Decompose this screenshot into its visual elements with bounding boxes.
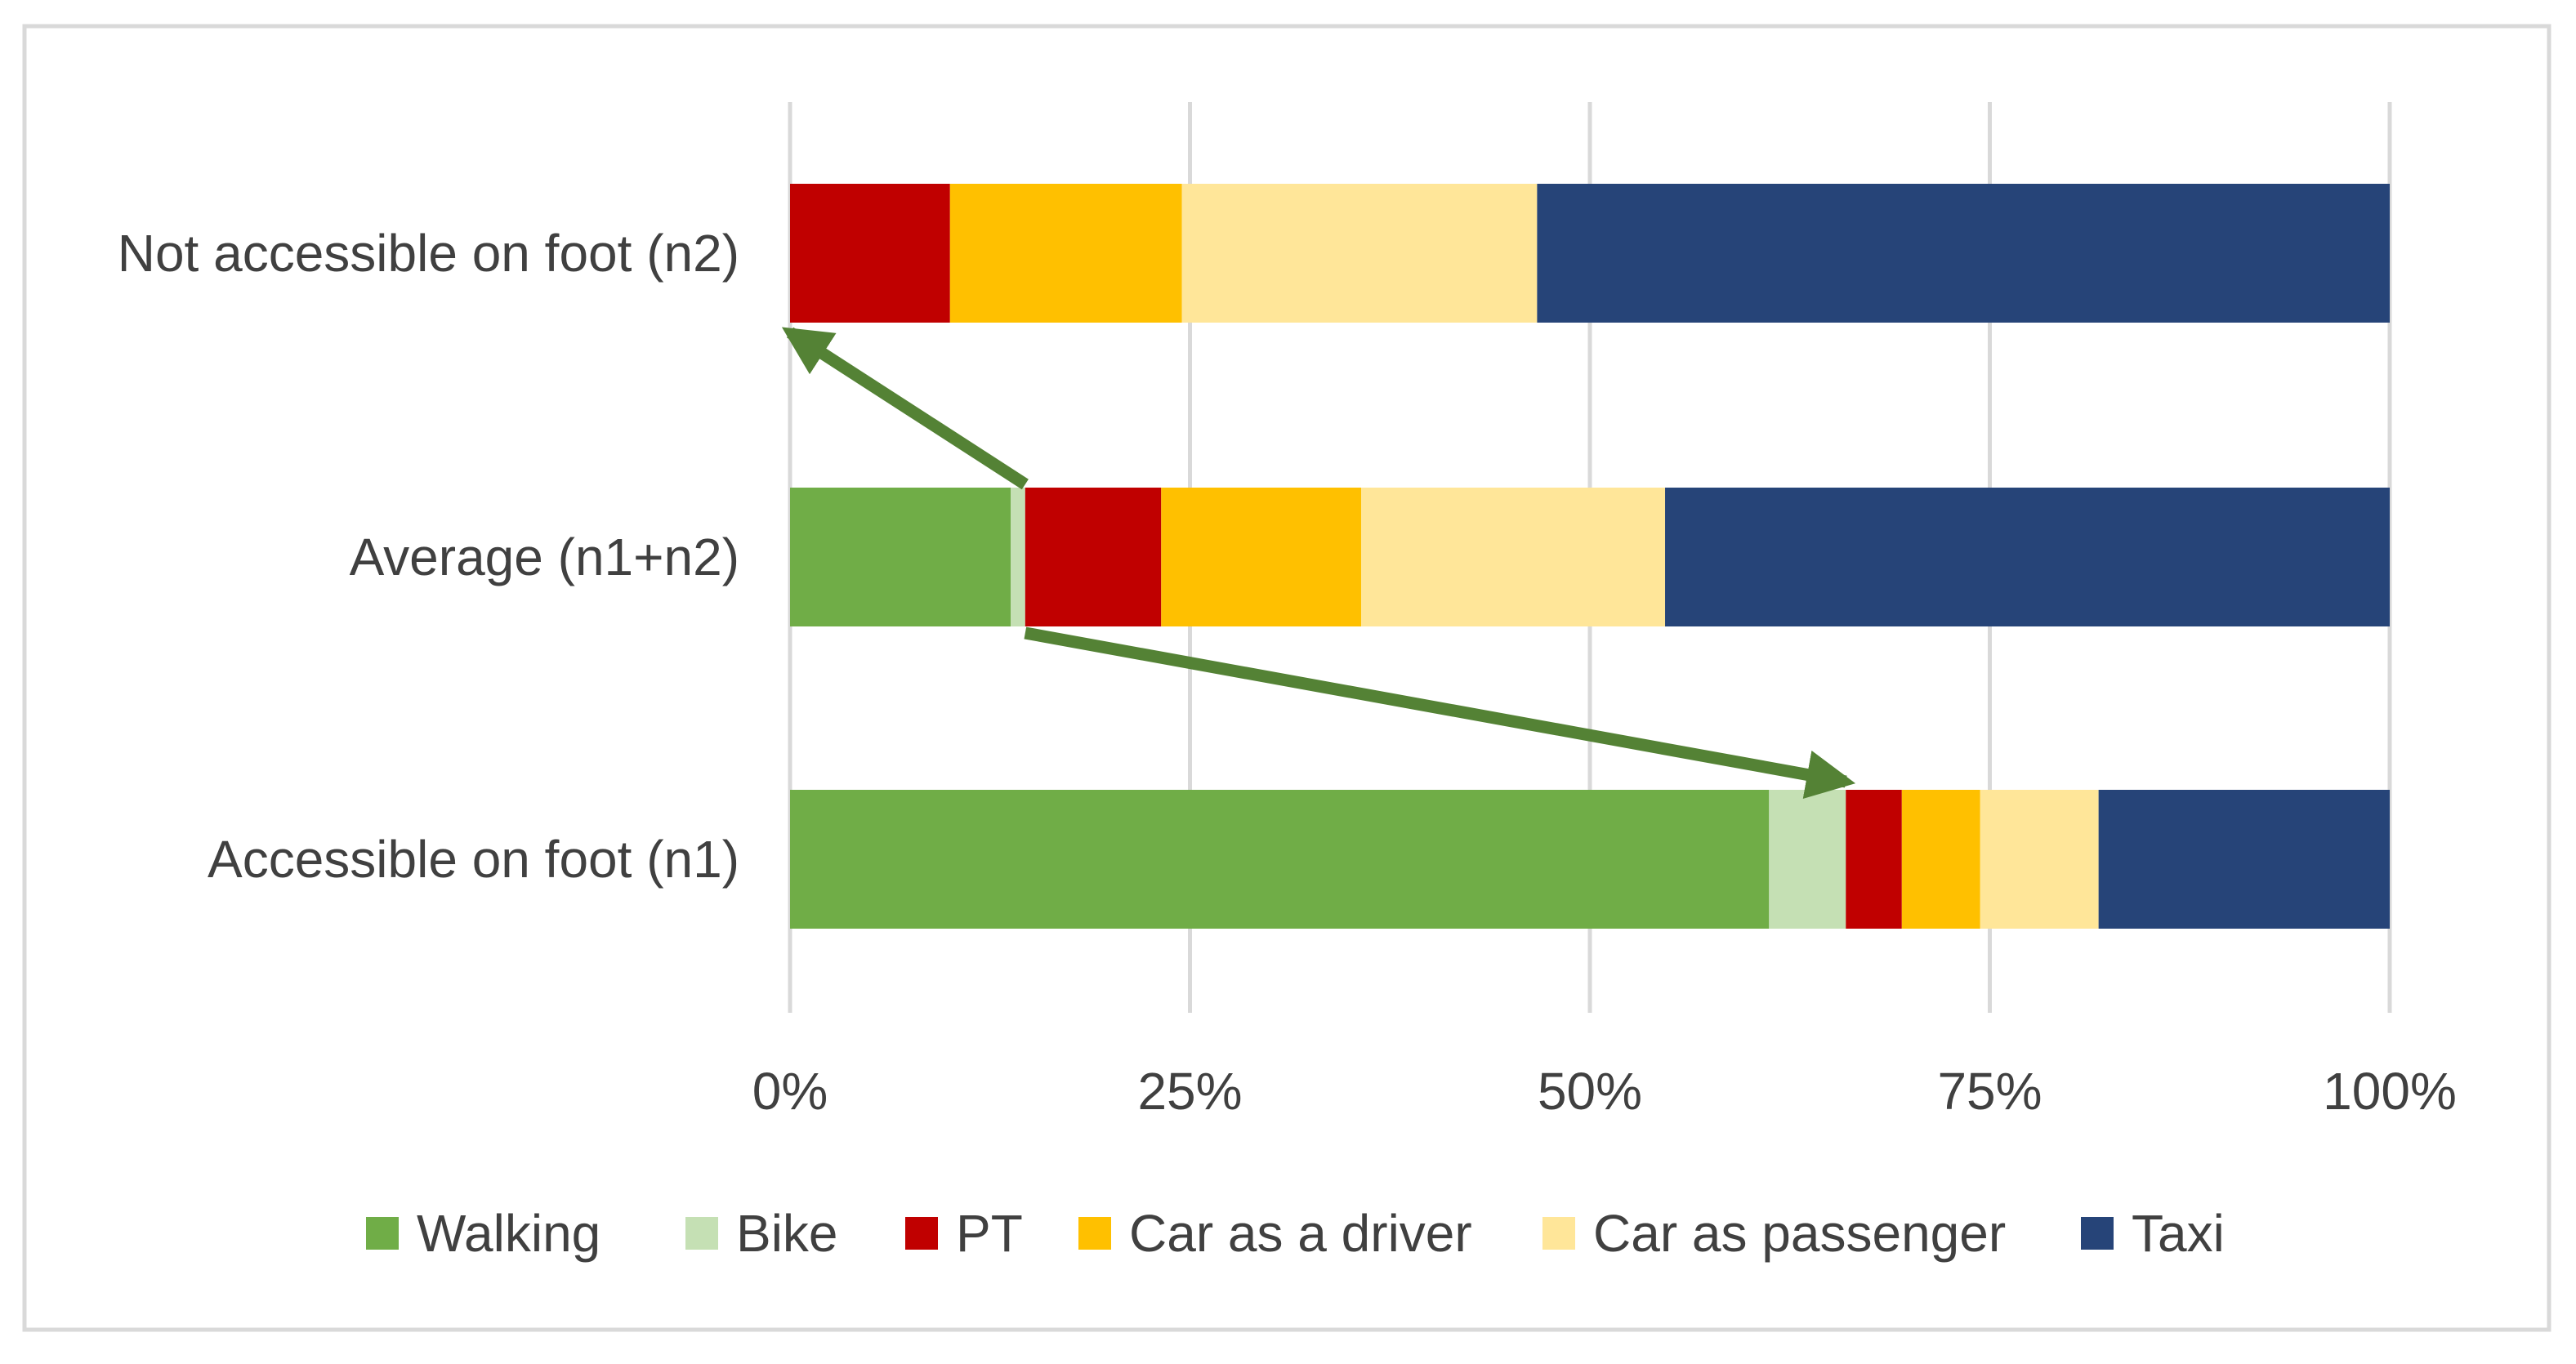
category-label-average-n1-n2: Average (n1+n2) <box>350 528 739 586</box>
legend-swatch-car-as-passenger <box>1542 1217 1575 1250</box>
legend-item-taxi: Taxi <box>2081 1204 2225 1263</box>
bar-group-accessible-on-foot-n1 <box>790 790 2390 929</box>
bar-group-average-n1-n2 <box>790 488 2390 626</box>
bar-segment-car-as-a-driver-not-accessible-on-foot-n2 <box>949 184 1182 323</box>
category-label-not-accessible-on-foot-n2: Not accessible on foot (n2) <box>118 224 739 283</box>
legend-item-bike: Bike <box>685 1204 838 1263</box>
tick-label-75: 75% <box>1937 1062 2042 1121</box>
legend-item-car-as-a-driver: Car as a driver <box>1078 1204 1472 1263</box>
legend-swatch-bike <box>685 1217 718 1250</box>
bar-segment-walking-average-n1-n2 <box>790 488 1011 626</box>
bar-segment-taxi-not-accessible-on-foot-n2 <box>1537 184 2390 323</box>
annotation-arrow-2 <box>1024 626 1856 799</box>
tick-label-0: 0% <box>752 1062 828 1121</box>
bar-segment-pt-accessible-on-foot-n1 <box>1846 790 1902 929</box>
bar-segment-car-as-a-driver-average-n1-n2 <box>1161 488 1362 626</box>
annotation-arrows <box>781 327 1856 799</box>
bar-segment-pt-average-n1-n2 <box>1025 488 1162 626</box>
legend-swatch-car-as-a-driver <box>1078 1217 1111 1250</box>
bar-segment-pt-not-accessible-on-foot-n2 <box>790 184 950 323</box>
legend-swatch-walking <box>366 1217 399 1250</box>
tick-label-25: 25% <box>1137 1062 1242 1121</box>
category-label-accessible-on-foot-n1: Accessible on foot (n1) <box>208 830 739 889</box>
legend-label-bike: Bike <box>736 1204 838 1263</box>
legend-item-pt: PT <box>905 1204 1023 1263</box>
bar-segment-car-as-passenger-accessible-on-foot-n1 <box>1980 790 2099 929</box>
legend: Walking Bike PT Car as a driver Car as passe… <box>366 1204 2225 1263</box>
annotation-arrow-1 <box>781 327 1029 490</box>
bar-segment-car-as-passenger-not-accessible-on-foot-n2 <box>1181 184 1538 323</box>
bar-group-not-accessible-on-foot-n2 <box>790 184 2390 323</box>
bar-segment-walking-accessible-on-foot-n1 <box>790 790 1770 929</box>
legend-item-walking: Walking <box>366 1204 600 1263</box>
legend-label-walking: Walking <box>417 1204 600 1263</box>
legend-swatch-taxi <box>2081 1217 2114 1250</box>
bar-segment-taxi-accessible-on-foot-n1 <box>2098 790 2390 929</box>
legend-label-car-as-a-driver: Car as a driver <box>1129 1204 1472 1263</box>
bar-segment-car-as-a-driver-accessible-on-foot-n1 <box>1901 790 1980 929</box>
bar-segment-taxi-average-n1-n2 <box>1665 488 2390 626</box>
legend-swatch-pt <box>905 1217 938 1250</box>
bar-segment-bike-accessible-on-foot-n1 <box>1769 790 1846 929</box>
legend-label-car-as-passenger: Car as passenger <box>1593 1204 2006 1263</box>
x-tick-labels: 0% 25% 50% 75% 100% <box>752 1062 2457 1121</box>
legend-label-taxi: Taxi <box>2132 1204 2225 1263</box>
tick-label-50: 50% <box>1538 1062 1642 1121</box>
tick-label-100: 100% <box>2323 1062 2457 1121</box>
legend-label-pt: PT <box>956 1204 1023 1263</box>
bars <box>790 184 2390 929</box>
category-labels: Not accessible on foot (n2) Average (n1+n… <box>118 224 739 889</box>
bar-segment-car-as-passenger-average-n1-n2 <box>1361 488 1666 626</box>
bar-segment-bike-average-n1-n2 <box>1011 488 1025 626</box>
legend-item-car-as-passenger: Car as passenger <box>1542 1204 2006 1263</box>
